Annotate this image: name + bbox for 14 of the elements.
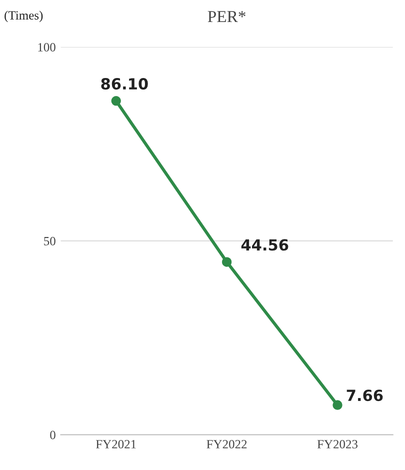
data-label: 86.10	[101, 78, 148, 90]
data-label: 7.66	[346, 390, 383, 402]
y-tick-label: 100	[38, 43, 56, 52]
chart-title: PER*	[208, 11, 246, 22]
x-tick-label: FY2023	[317, 440, 358, 448]
point	[332, 400, 342, 410]
data-label: 44.56	[241, 239, 288, 251]
point	[222, 257, 232, 267]
y-axis-title: (Times)	[4, 10, 43, 22]
point	[111, 96, 121, 106]
x-tick-label: FY2021	[96, 440, 136, 448]
x-tick-label: FY2022	[206, 440, 247, 448]
y-tick-label: 0	[50, 430, 56, 440]
y-tick-label: 50	[44, 236, 56, 246]
